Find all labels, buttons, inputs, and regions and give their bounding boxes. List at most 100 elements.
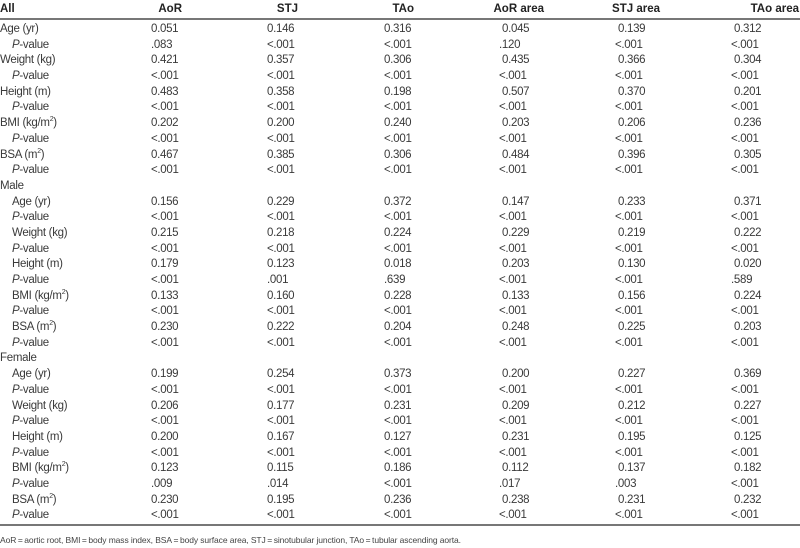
header-tao: TAo <box>392 3 414 15</box>
row-label-end: ) <box>65 289 69 302</box>
table-row: Weight (kg) 0.206 0.177 0.231 0.209 0.212 0.22… <box>0 399 800 415</box>
coefficient-cell: 0.204 <box>384 321 412 334</box>
coefficient-cell: 0.228 <box>384 289 412 302</box>
coefficient-cell: 0.371 <box>734 195 762 208</box>
coefficient-cell: 0.137 <box>618 462 646 475</box>
bottom-rule <box>0 524 800 526</box>
row-label: Weight (kg) <box>12 400 68 412</box>
row-label-text: Age (yr) <box>12 195 51 208</box>
p-value-row: P-value <.001 <.001 <.001 <.001 <.001 <.001 <box>0 69 800 85</box>
row-label: BMI (kg/m2) <box>12 461 69 474</box>
row-label-end: ) <box>52 321 57 334</box>
p-value-cell: <.001 <box>615 132 643 145</box>
row-label: BSA (m2) <box>12 320 57 334</box>
row-label: Height (m) <box>12 258 63 270</box>
p-value-cell: <.001 <box>499 446 527 459</box>
row-label-text: BSA (m <box>0 148 38 161</box>
p-label-rest: -value <box>19 383 49 396</box>
p-value-cell: <.001 <box>731 242 759 255</box>
p-value-cell: <.001 <box>384 101 412 114</box>
p-value-cell: <.001 <box>267 509 295 522</box>
p-value-cell: <.001 <box>384 446 412 459</box>
row-label: BMI (kg/m2) <box>0 116 57 130</box>
p-value-row: P-value <.001 <.001 <.001 <.001 <.001 <.001 <box>0 508 800 524</box>
p-value-cell: .014 <box>267 477 289 490</box>
p-value-cell: <.001 <box>384 415 412 428</box>
p-value-cell: <.001 <box>499 211 527 224</box>
p-value-cell: <.001 <box>615 305 643 318</box>
p-italic: P <box>12 101 20 114</box>
row-label: BSA (m2) <box>12 493 57 506</box>
coefficient-cell: 0.484 <box>502 148 530 161</box>
p-label-rest: -value <box>19 38 49 51</box>
p-value-cell: <.001 <box>615 211 643 224</box>
coefficient-cell: 0.219 <box>618 226 646 239</box>
p-value-cell: <.001 <box>499 305 527 318</box>
coefficient-cell: 0.198 <box>384 85 412 98</box>
coefficient-cell: 0.201 <box>734 85 762 98</box>
row-label: Height (m) <box>0 86 51 98</box>
coefficient-cell: 0.373 <box>384 368 412 381</box>
p-value-row: P-value <.001 <.001 <.001 <.001 <.001 <.001 <box>0 100 800 116</box>
p-italic: P <box>12 415 20 428</box>
row-label-text: Height (m) <box>12 258 63 271</box>
p-value-cell: <.001 <box>615 383 643 396</box>
p-value-cell: <.001 <box>151 70 179 83</box>
row-label-text: Weight (kg) <box>0 54 56 67</box>
coefficient-cell: 0.231 <box>384 399 412 412</box>
coefficient-cell: 0.385 <box>267 148 295 161</box>
coefficient-cell: 0.200 <box>151 430 179 443</box>
coefficient-cell: 0.421 <box>151 54 179 67</box>
table-row: BSA (m2) 0.230 0.195 0.236 0.238 0.231 0.232 <box>0 493 800 509</box>
coefficient-cell: 0.203 <box>502 258 530 271</box>
coefficient-cell: 0.230 <box>151 321 179 334</box>
p-value-label: P-value <box>12 478 49 490</box>
p-italic: P <box>12 509 20 522</box>
p-value-cell: <.001 <box>267 415 295 428</box>
coefficient-cell: 0.306 <box>384 54 412 67</box>
row-label-text: Height (m) <box>12 430 63 443</box>
group-label: Female <box>0 352 37 365</box>
coefficient-cell: 0.305 <box>734 148 762 161</box>
p-value-label: P-value <box>12 211 49 223</box>
p-value-row: P-value <.001 <.001 <.001 <.001 <.001 <.001 <box>0 242 800 258</box>
coefficient-cell: 0.232 <box>734 493 762 506</box>
table-row: Age (yr) 0.199 0.254 0.373 0.200 0.227 0.369 <box>0 367 800 383</box>
p-value-cell: <.001 <box>151 415 179 428</box>
p-value-cell: <.001 <box>499 70 527 83</box>
coefficient-cell: 0.133 <box>502 289 530 302</box>
table-row: Height (m) 0.200 0.167 0.127 0.231 0.195 0.125 <box>0 430 800 446</box>
p-value-label: P-value <box>12 305 49 317</box>
header-aor: AoR <box>158 3 182 15</box>
p-value-cell: <.001 <box>731 477 759 490</box>
p-value-cell: <.001 <box>384 383 412 396</box>
coefficient-cell: 0.224 <box>734 289 762 302</box>
coefficient-cell: 0.304 <box>734 54 762 67</box>
p-value-row: P-value <.001 <.001 <.001 <.001 <.001 <.001 <box>0 336 800 352</box>
table-row: Height (m) 0.179 0.123 0.018 0.203 0.130 0.020 <box>0 257 800 273</box>
p-value-cell: <.001 <box>151 274 179 286</box>
p-label-rest: -value <box>19 164 49 177</box>
row-label-text: BMI (kg/m <box>0 117 50 130</box>
p-italic: P <box>12 477 20 490</box>
p-value-row: P-value <.001 <.001 <.001 <.001 <.001 <.001 <box>0 414 800 430</box>
coefficient-cell: 0.130 <box>618 258 646 271</box>
p-italic: P <box>12 446 20 459</box>
p-value-cell: <.001 <box>731 415 759 428</box>
p-value-row: P-value .009 .014 <.001 .017 .003 <.001 <box>0 477 800 493</box>
p-value-cell: .017 <box>499 477 521 490</box>
p-value-cell: <.001 <box>151 383 179 396</box>
p-value-label: P-value <box>12 337 49 349</box>
superscript: 2 <box>37 147 41 155</box>
p-value-cell: <.001 <box>267 383 295 396</box>
p-value-cell: <.001 <box>731 446 759 459</box>
p-value-cell: <.001 <box>151 336 179 349</box>
table-body: Age (yr) 0.051 0.146 0.316 0.045 0.139 0.312 P-… <box>0 22 800 524</box>
group-header-row: Male <box>0 179 800 195</box>
coefficient-cell: 0.229 <box>502 226 530 239</box>
coefficient-cell: 0.238 <box>502 493 530 506</box>
p-value-label: P-value <box>12 164 49 176</box>
superscript: 2 <box>61 288 66 296</box>
p-value-cell: <.001 <box>731 164 759 177</box>
p-value-cell: <.001 <box>615 509 643 522</box>
